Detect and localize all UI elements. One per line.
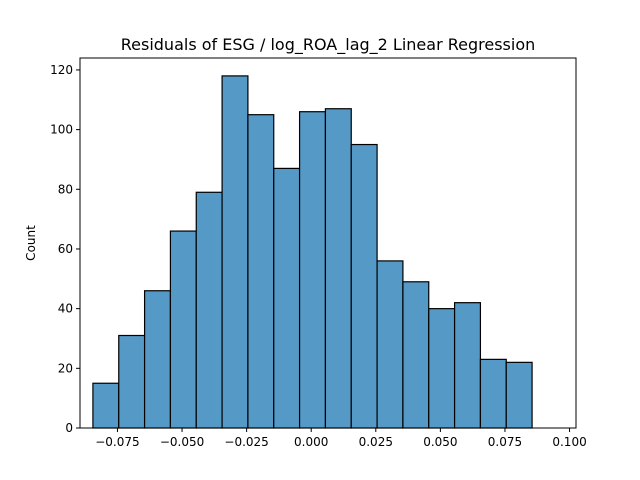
y-tick-label: 80 [58, 182, 73, 196]
histogram-bar-12 [402, 281, 430, 429]
histogram-bar-14 [453, 302, 482, 429]
x-tick-label: 0.000 [294, 435, 328, 449]
y-tick-label: 40 [58, 302, 73, 316]
histogram-bar-7 [273, 167, 301, 429]
y-tick-label: 120 [50, 63, 73, 77]
histogram-bar-11 [376, 260, 404, 429]
histogram-bar-4 [195, 191, 223, 429]
histogram-bar-8 [298, 111, 327, 429]
x-tick-label: −0.075 [95, 435, 139, 449]
y-tick-label: 20 [58, 361, 73, 375]
histogram-bar-9 [324, 108, 352, 429]
x-tick-label: −0.050 [160, 435, 204, 449]
x-tick-label: 0.100 [552, 435, 586, 449]
histogram-bar-0 [92, 382, 120, 429]
histogram-bar-10 [350, 143, 378, 429]
histogram-bar-6 [247, 114, 275, 429]
bars-group [92, 75, 533, 429]
x-tick-label: 0.025 [359, 435, 393, 449]
histogram-bar-16 [505, 361, 533, 429]
plot-frame [79, 57, 577, 429]
y-tick-label: 60 [58, 242, 73, 256]
x-axis-ticks: −0.075 −0.050 −0.025 0.000 0.025 0.050 0.075 0.… [95, 428, 587, 449]
chart-title: Residuals of ESG / log_ROA_lag_2 Linear … [121, 35, 536, 55]
y-tick-label: 100 [50, 123, 73, 137]
histogram-bar-3 [169, 230, 197, 429]
y-axis-ticks: 0 20 40 60 80 100 120 [50, 63, 80, 435]
histogram-bar-13 [428, 308, 456, 429]
x-tick-label: 0.050 [423, 435, 457, 449]
histogram-bar-2 [143, 290, 172, 429]
histogram-bar-1 [118, 334, 146, 429]
x-tick-label: 0.075 [488, 435, 522, 449]
x-tick-label: −0.025 [224, 435, 268, 449]
y-axis-label: Count [24, 225, 38, 261]
y-tick-label: 0 [65, 421, 73, 435]
histogram-bar-15 [479, 358, 507, 429]
histogram-bar-5 [221, 75, 249, 429]
